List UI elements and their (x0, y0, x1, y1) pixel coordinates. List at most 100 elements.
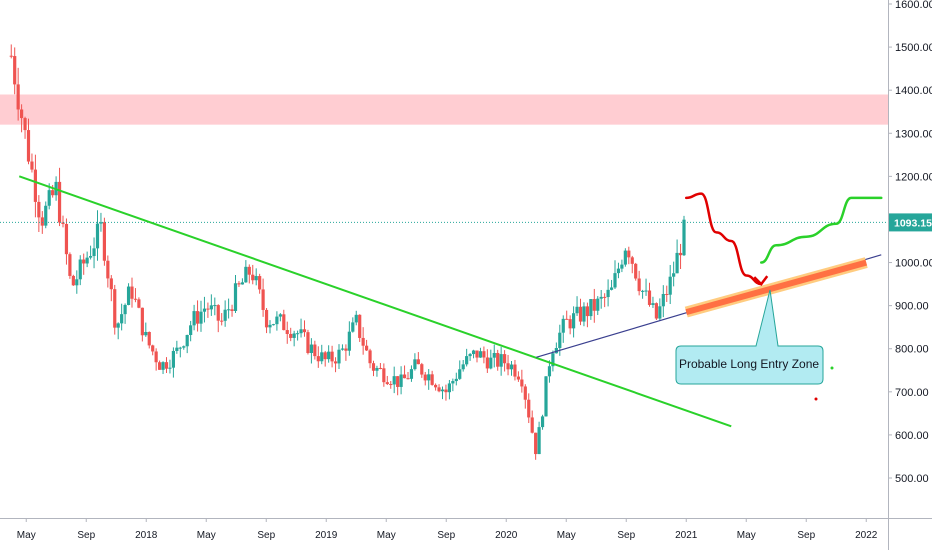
candle-body (561, 318, 565, 333)
candle-body (599, 296, 603, 299)
candle-body (527, 399, 531, 418)
time-tick-label: May (737, 530, 756, 541)
candle-body (51, 190, 55, 196)
candle-body (164, 362, 169, 369)
time-tick-label: 2018 (135, 530, 158, 541)
time-tick-label: May (17, 530, 36, 541)
descending-trendline[interactable] (18, 175, 732, 428)
candle-body (365, 345, 369, 351)
projection-up-curve[interactable] (760, 196, 883, 264)
candle-body (216, 305, 220, 321)
candle-body (109, 278, 113, 290)
candle-body (558, 332, 562, 349)
candle-body (382, 368, 386, 383)
time-tick-label: 2022 (855, 530, 878, 541)
resistance-zone[interactable] (0, 94, 888, 125)
candle-body (147, 331, 151, 346)
candle-body (227, 309, 231, 311)
candle-body (106, 260, 110, 279)
candle-body (302, 329, 307, 333)
candle-body (233, 283, 238, 312)
candle-body (371, 363, 376, 371)
candle-body (651, 303, 655, 305)
candles-layer (9, 44, 686, 460)
candle-body (630, 257, 634, 264)
candle-body (230, 309, 234, 312)
candle-body (578, 306, 583, 322)
candle-body (223, 309, 227, 321)
candle-body (351, 322, 355, 332)
candle-body (392, 376, 396, 385)
candle-body (327, 351, 331, 360)
projection-down-curve[interactable] (685, 192, 763, 286)
candle-body (71, 275, 75, 286)
time-tick-label: Sep (797, 530, 815, 541)
candle-body (368, 350, 372, 364)
candle-body (409, 369, 414, 379)
candle-body (399, 374, 403, 387)
candle-body (323, 352, 327, 360)
candle-body (189, 325, 193, 335)
projection-arrowhead (753, 275, 769, 286)
candle-body (57, 181, 62, 223)
candle-body (506, 363, 510, 370)
candle-body (44, 205, 48, 226)
candle-body (320, 352, 324, 362)
candle-body (344, 348, 348, 351)
candle-body (547, 366, 552, 377)
candle-body (237, 283, 241, 285)
candle-body (585, 306, 589, 317)
candle-body (402, 374, 407, 379)
candle-body (444, 389, 448, 393)
candle-body (40, 217, 44, 226)
candle-body (609, 287, 614, 290)
candle-body (278, 314, 282, 317)
time-tick-label: Sep (77, 530, 95, 541)
candle-body (503, 354, 507, 364)
candle-body (661, 293, 665, 307)
candle-body (158, 362, 162, 370)
candle-body (534, 432, 538, 455)
candle-body (306, 332, 310, 354)
candle-body (468, 354, 472, 357)
candle-body (385, 382, 389, 385)
candle-body (337, 349, 341, 364)
candle-body (20, 109, 24, 119)
candle-body (140, 307, 144, 336)
candle-body (420, 364, 424, 375)
candle-body (126, 286, 131, 305)
candle-body (61, 222, 65, 225)
candle-body (313, 344, 317, 357)
entry-zone-bar[interactable] (685, 259, 868, 315)
last-price-tag (889, 213, 932, 232)
candle-body (389, 384, 393, 386)
candle-body (289, 333, 293, 338)
candle-body (482, 351, 486, 358)
candle-body (375, 367, 379, 371)
price-tick-label: 900.00 (895, 301, 929, 313)
candle-body (171, 350, 175, 368)
last-price-tag-label: 1093.15 (894, 217, 932, 229)
candle-body (647, 290, 652, 305)
candle-body (151, 345, 155, 352)
candle-body (309, 344, 313, 354)
candle-body (89, 256, 93, 258)
price-tick-label: 1000.00 (895, 258, 932, 270)
time-tick-label: 2021 (675, 530, 698, 541)
candle-body (427, 374, 431, 381)
candle-body (299, 329, 303, 334)
candle-body (206, 308, 210, 310)
candle-body (613, 273, 617, 288)
candle-body (413, 359, 417, 370)
candle-body (133, 298, 138, 300)
candle-body (513, 364, 517, 377)
candle-body (572, 313, 576, 329)
callout-bubble[interactable] (675, 289, 824, 385)
candle-body (434, 384, 438, 388)
candle-body (78, 259, 82, 280)
candle-body (634, 263, 638, 279)
candle-body (261, 289, 265, 310)
